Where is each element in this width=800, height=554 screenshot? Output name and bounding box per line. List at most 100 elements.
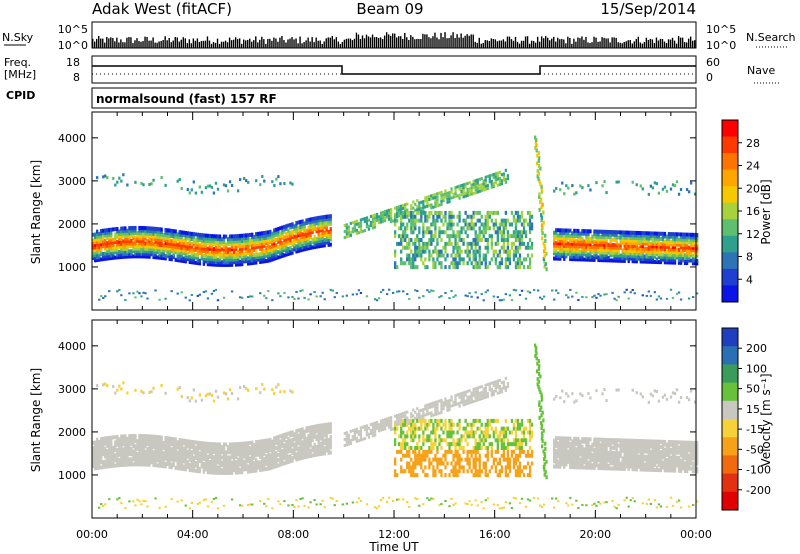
velocity-cell <box>182 467 185 472</box>
velocity-cell <box>317 423 320 428</box>
velocity-cell <box>319 431 322 436</box>
power-cell <box>100 252 103 257</box>
power-cell <box>277 250 280 255</box>
velocity-cell <box>222 442 226 447</box>
velocity-cell <box>130 446 133 451</box>
velocity-cell <box>238 470 242 475</box>
velocity-cell <box>184 449 187 454</box>
power-cell <box>544 238 547 243</box>
power-cell <box>635 259 638 264</box>
power-cell <box>110 232 113 237</box>
power-cell <box>116 247 119 252</box>
power-cell <box>486 289 489 292</box>
power-cell <box>462 183 465 187</box>
power-cell <box>559 251 562 256</box>
power-cell <box>212 262 216 267</box>
power-cell <box>114 183 117 187</box>
velocity-cell <box>196 458 200 463</box>
power-cell <box>593 255 596 260</box>
power-cell <box>438 261 441 266</box>
velocity-cell <box>188 465 191 470</box>
velocity-cell <box>206 470 210 475</box>
power-cell <box>605 250 608 255</box>
velocity-cell <box>255 445 258 450</box>
power-cell <box>118 239 121 244</box>
velocity-cell <box>110 451 113 456</box>
power-cell <box>116 232 119 237</box>
velocity-cell <box>299 498 302 501</box>
power-cell <box>216 257 220 262</box>
power-cell <box>349 230 353 234</box>
noise-bar <box>273 37 275 48</box>
power-cell <box>536 174 539 179</box>
velocity-cell <box>208 454 212 459</box>
power-cell <box>152 226 155 231</box>
power-cell <box>681 253 685 258</box>
noise-left-tick-high: 10^5 <box>58 23 88 36</box>
power-cell <box>210 241 214 246</box>
power-cell <box>400 261 403 266</box>
velocity-cell <box>154 445 157 450</box>
noise-bar <box>361 35 364 48</box>
velocity-cell <box>212 442 216 447</box>
power-cell <box>180 248 183 253</box>
velocity-cell <box>236 444 240 449</box>
colorbar-tick-label: 12 <box>746 228 760 241</box>
power-cell <box>456 194 459 198</box>
power-cell <box>482 222 485 227</box>
power-cell <box>422 210 425 215</box>
power-cell <box>224 260 228 265</box>
velocity-cell <box>192 450 195 455</box>
velocity-cell <box>158 448 161 453</box>
velocity-cell <box>323 506 326 509</box>
noise-bar <box>120 39 122 48</box>
power-cell <box>371 217 375 221</box>
velocity-cell <box>192 445 195 450</box>
power-cell <box>472 179 475 183</box>
velocity-cell <box>126 436 129 441</box>
velocity-cell <box>100 444 103 449</box>
power-cell <box>615 180 618 184</box>
power-cell <box>689 258 693 263</box>
power-cell <box>496 210 499 215</box>
power-cell <box>158 253 161 258</box>
velocity-cell <box>279 503 282 506</box>
power-cell <box>406 222 409 227</box>
power-cell <box>144 246 147 251</box>
power-cell <box>180 230 183 235</box>
power-cell <box>263 233 266 238</box>
power-cell <box>422 200 425 204</box>
power-cell <box>218 247 222 252</box>
power-cell <box>597 234 600 239</box>
power-cell <box>502 175 506 179</box>
power-cell <box>633 254 636 259</box>
power-cell <box>480 292 483 295</box>
power-cell <box>573 257 576 262</box>
velocity-cell <box>251 443 254 448</box>
power-cell <box>613 248 616 253</box>
power-cell <box>528 261 532 266</box>
velocity-cell <box>152 439 155 444</box>
power-cell <box>696 292 699 295</box>
velocity-cell <box>160 440 163 445</box>
power-cell <box>536 153 539 158</box>
power-cell <box>194 232 197 237</box>
power-cell <box>212 252 216 257</box>
velocity-cell <box>307 446 310 451</box>
power-cell <box>212 247 216 252</box>
power-cell <box>478 245 481 250</box>
power-cell <box>597 258 600 263</box>
noise-bar <box>500 40 503 48</box>
noise-bar <box>182 37 184 48</box>
power-cell <box>456 261 459 266</box>
power-cell <box>289 233 292 238</box>
power-cell <box>555 251 558 256</box>
power-cell <box>593 294 596 297</box>
power-cell <box>243 256 246 261</box>
power-cell <box>329 288 332 291</box>
power-cell <box>553 256 556 261</box>
power-cell <box>621 256 624 261</box>
power-cell <box>619 232 622 237</box>
power-cell <box>633 236 636 241</box>
